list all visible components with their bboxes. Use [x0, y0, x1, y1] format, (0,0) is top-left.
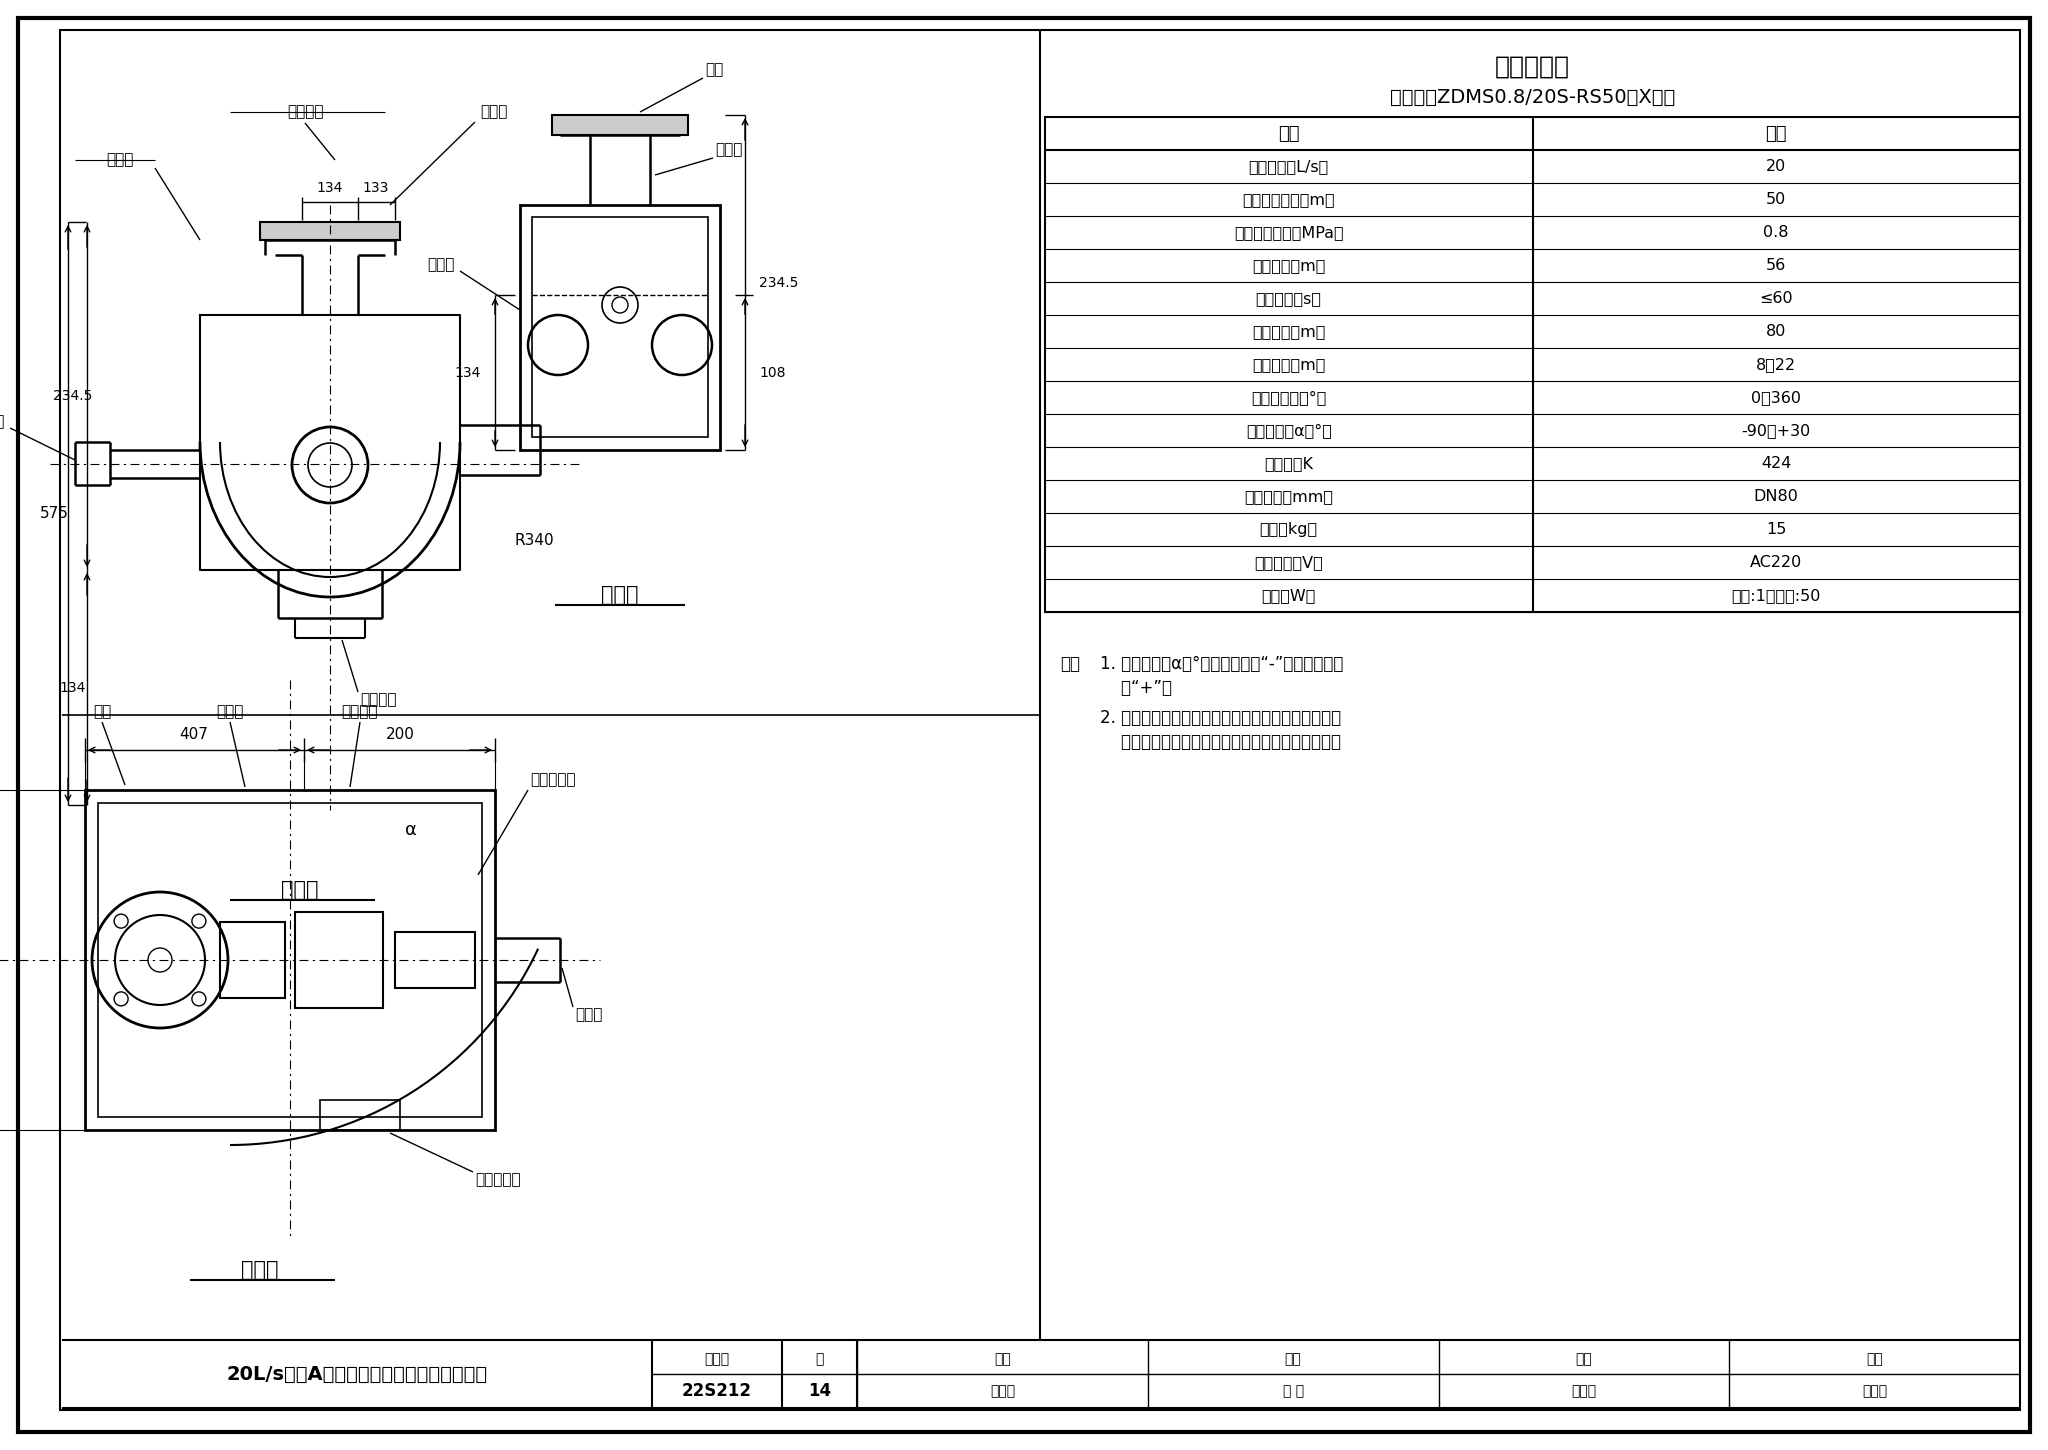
Text: -90～+30: -90～+30	[1741, 423, 1810, 438]
Bar	[553, 115, 688, 135]
Text: DN80: DN80	[1753, 489, 1798, 505]
Text: 最大保护半径（m）: 最大保护半径（m）	[1243, 191, 1335, 207]
Bar	[520, 204, 721, 450]
Text: 监视:1；扫描:50: 监视:1；扫描:50	[1731, 589, 1821, 603]
Text: 功率（W）: 功率（W）	[1262, 589, 1317, 603]
Text: 校对: 校对	[1284, 1351, 1300, 1366]
Text: 2. 自动消防炮在系统自动状态下，只能以平射和向下: 2. 自动消防炮在系统自动状态下，只能以平射和向下	[1100, 709, 1341, 726]
Text: 234.5: 234.5	[53, 389, 92, 403]
Text: 134: 134	[317, 181, 344, 194]
Text: α: α	[406, 821, 418, 840]
Text: 注：: 注：	[1061, 655, 1079, 673]
Text: 50: 50	[1765, 191, 1786, 207]
Text: 水平回转角（°）: 水平回转角（°）	[1251, 390, 1327, 405]
Bar	[98, 803, 481, 1116]
Bar	[295, 912, 383, 1008]
Text: 接口尺寸（mm）: 接口尺寸（mm）	[1245, 489, 1333, 505]
Text: 监控半径（m）: 监控半径（m）	[1251, 323, 1325, 339]
Text: 绘图: 绘图	[1866, 1351, 1882, 1366]
Bar	[86, 790, 496, 1130]
Text: 出水口: 出水口	[0, 415, 4, 429]
Text: 项目: 项目	[1278, 125, 1300, 142]
Text: 电动推杆: 电动推杆	[342, 705, 379, 719]
Bar	[260, 222, 399, 241]
Text: 主板盒: 主板盒	[106, 152, 133, 168]
Text: 80: 80	[1765, 323, 1786, 339]
Text: 22S212: 22S212	[682, 1382, 752, 1401]
Text: 流量系数K: 流量系数K	[1264, 455, 1313, 471]
Text: 法兰: 法兰	[705, 62, 723, 77]
Bar	[319, 1101, 399, 1130]
Text: 出水口: 出水口	[428, 258, 455, 273]
Text: 20: 20	[1765, 160, 1786, 174]
Text: 页: 页	[815, 1351, 823, 1366]
Bar	[395, 932, 475, 987]
Text: 133: 133	[362, 181, 389, 194]
Text: 俧仰回转角α（°）: 俧仰回转角α（°）	[1245, 423, 1331, 438]
Text: 正视图: 正视图	[281, 880, 319, 900]
Text: 图集号: 图集号	[705, 1351, 729, 1366]
Text: 424: 424	[1761, 455, 1792, 471]
Text: 为“+”。: 为“+”。	[1100, 679, 1171, 697]
Text: 俧视图: 俧视图	[242, 1260, 279, 1280]
Text: 张三成: 张三成	[1862, 1383, 1886, 1398]
Text: 颗定流量（L/s）: 颗定流量（L/s）	[1249, 160, 1329, 174]
Bar	[1044, 117, 2019, 612]
Text: 水平电机: 水平电机	[287, 104, 324, 119]
Text: AC220: AC220	[1751, 555, 1802, 570]
Text: 射流半径（m）: 射流半径（m）	[1251, 258, 1325, 273]
Text: 407: 407	[180, 726, 209, 741]
Text: 575: 575	[39, 506, 68, 521]
Text: 电机电压（V）: 电机电压（V）	[1253, 555, 1323, 570]
Text: 设计: 设计	[1575, 1351, 1591, 1366]
Text: 颗定工作压力（MPa）: 颗定工作压力（MPa）	[1235, 225, 1343, 241]
Text: 14: 14	[809, 1382, 831, 1401]
Text: 134: 134	[59, 682, 86, 695]
Text: 200: 200	[385, 726, 414, 741]
Text: 进水管: 进水管	[715, 142, 741, 158]
Text: 法兰: 法兰	[92, 705, 111, 719]
Text: 15: 15	[1765, 522, 1786, 536]
Text: 赵首权: 赵首权	[1571, 1383, 1597, 1398]
Text: 指标: 指标	[1765, 125, 1788, 142]
Text: 134: 134	[455, 365, 481, 380]
Text: ≤60: ≤60	[1759, 291, 1794, 306]
Text: 装置参数表: 装置参数表	[1495, 55, 1571, 78]
Text: 8～22: 8～22	[1757, 357, 1796, 373]
Text: 234.5: 234.5	[760, 276, 799, 290]
Bar	[532, 218, 709, 436]
Text: 重量（kg）: 重量（kg）	[1260, 522, 1317, 536]
Text: 0.8: 0.8	[1763, 225, 1790, 241]
Text: 张立成: 张立成	[989, 1383, 1016, 1398]
Text: ［型号：ZDMS0.8/20S-RS50（X）］: ［型号：ZDMS0.8/20S-RS50（X）］	[1391, 87, 1675, 106]
Text: 摄像头: 摄像头	[217, 705, 244, 719]
Text: 水平探测器: 水平探测器	[530, 773, 575, 787]
Text: 56: 56	[1765, 258, 1786, 273]
Text: 方噴射进行矄准灭火，而不能做到仰射矄准火源。: 方噴射进行矄准灭火，而不能做到仰射矄准火源。	[1100, 734, 1341, 751]
Text: 垂直探测器: 垂直探测器	[475, 1173, 520, 1188]
Text: 垂直电机: 垂直电机	[360, 693, 397, 708]
Text: 0～360: 0～360	[1751, 390, 1802, 405]
Text: 安装高度（m）: 安装高度（m）	[1251, 357, 1325, 373]
Text: 张 奄: 张 奄	[1282, 1383, 1305, 1398]
Text: 出水口: 出水口	[575, 1008, 602, 1022]
Text: 20L/s下垂A型自动消防炮外形尺寸及参数表: 20L/s下垂A型自动消防炮外形尺寸及参数表	[227, 1364, 487, 1383]
Text: 审核: 审核	[993, 1351, 1012, 1366]
Text: 定位时间（s）: 定位时间（s）	[1255, 291, 1321, 306]
Text: 侧视图: 侧视图	[602, 584, 639, 605]
Bar	[219, 922, 285, 998]
Text: R340: R340	[514, 532, 555, 548]
Text: 1. 俧仰回转角α（°）为俧角时为“-”，为仰俧角时: 1. 俧仰回转角α（°）为俧角时为“-”，为仰俧角时	[1100, 655, 1343, 673]
Text: 108: 108	[760, 365, 786, 380]
Text: 进水管: 进水管	[479, 104, 508, 119]
